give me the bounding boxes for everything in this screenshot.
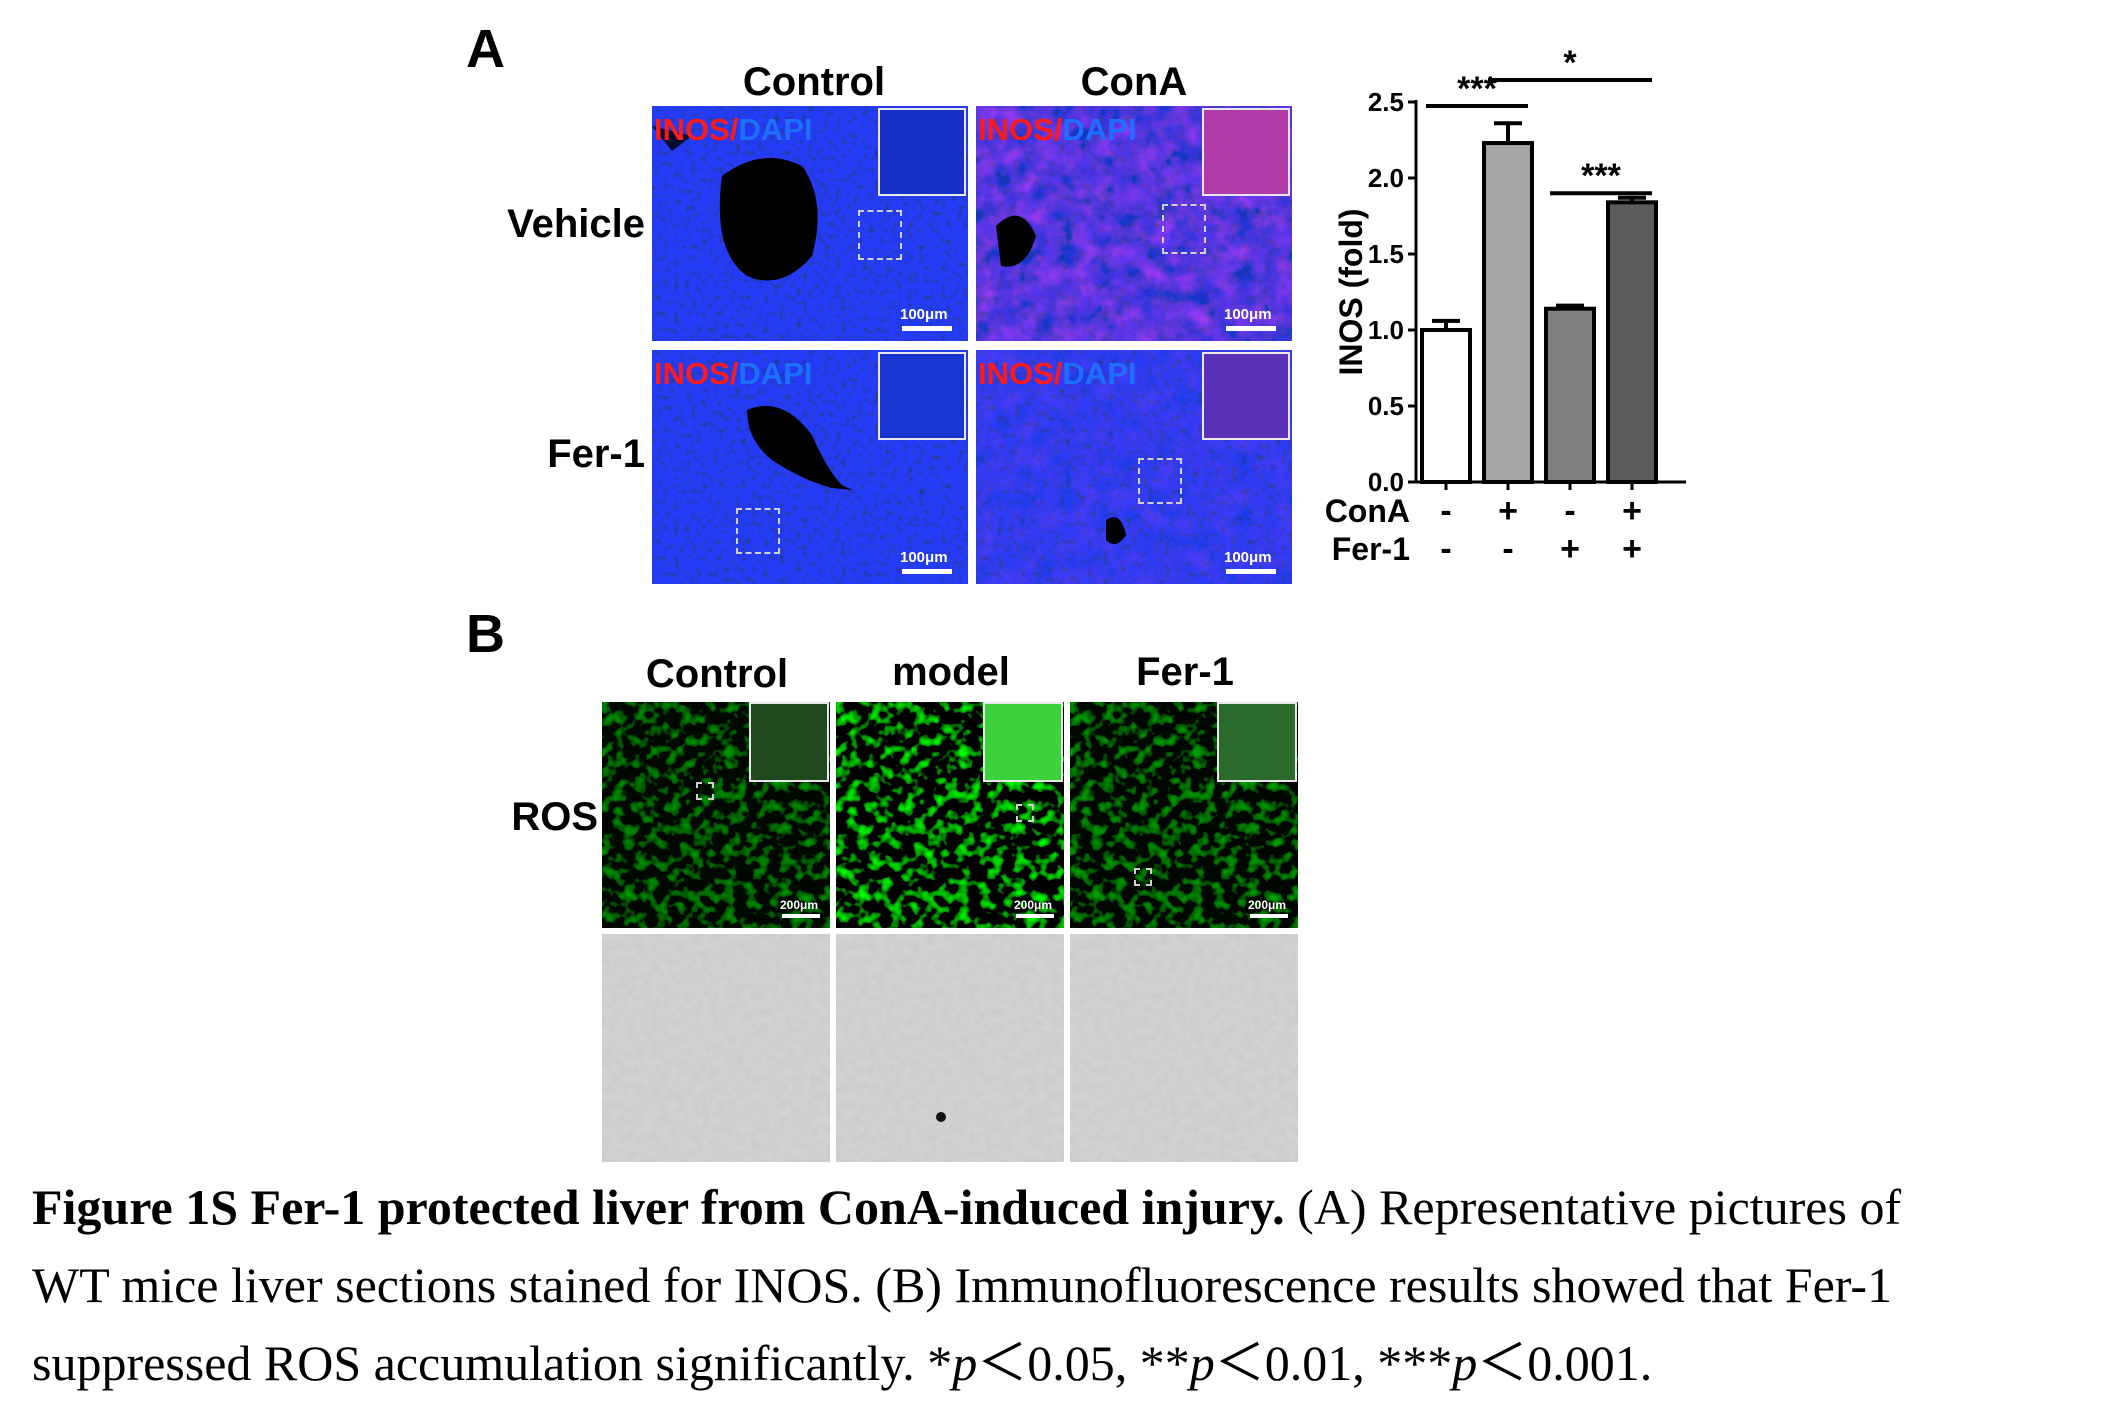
micrograph-b-ros-fer1: 200μm xyxy=(1070,702,1298,928)
y-tick-label: 1.0 xyxy=(1368,315,1404,345)
zoom-region-box xyxy=(1162,204,1206,254)
inset-zoom xyxy=(878,352,966,440)
condition-label: Fer-1 xyxy=(1332,531,1410,567)
panel-a-letter: A xyxy=(466,19,505,79)
condition-sign: - xyxy=(1502,530,1513,568)
panel-a-col-control: Control xyxy=(742,60,886,104)
scale-bar xyxy=(1016,914,1054,918)
inset-zoom xyxy=(1202,108,1290,196)
panel-b-col-model: model xyxy=(892,650,1010,694)
panel-a-row-vehicle: Vehicle xyxy=(507,202,645,246)
inset-zoom xyxy=(1217,702,1297,782)
brightfield-model xyxy=(836,934,1064,1162)
caption-line-2: WT mice liver sections stained for INOS.… xyxy=(32,1257,1893,1313)
micrograph-a-vehicle-control: INOS/DAPI 100μm xyxy=(652,106,968,341)
scale-bar xyxy=(902,326,952,331)
y-tick-label: 0.5 xyxy=(1368,391,1404,421)
condition-sign: - xyxy=(1564,492,1575,530)
condition-sign: + xyxy=(1560,530,1580,568)
condition-sign: + xyxy=(1498,492,1518,530)
scale-label: 100μm xyxy=(1224,549,1272,566)
panel-b-col-fer1: Fer-1 xyxy=(1136,650,1234,694)
stain-label: INOS/DAPI xyxy=(978,112,1137,147)
y-tick-label: 0.0 xyxy=(1368,467,1404,497)
y-tick-label: 2.5 xyxy=(1368,87,1404,117)
inset-zoom xyxy=(749,702,829,782)
caption-line-3: suppressed ROS accumulation significantl… xyxy=(32,1335,1653,1391)
condition-sign: - xyxy=(1440,492,1451,530)
y-tick-label: 1.5 xyxy=(1368,239,1404,269)
zoom-region-box xyxy=(858,210,902,260)
significance-label: *** xyxy=(1581,157,1621,195)
panel-b-row-ros: ROS xyxy=(511,795,598,839)
scale-bar xyxy=(1250,914,1288,918)
panel-b-letter: B xyxy=(466,604,505,664)
micrograph-a-vehicle-cona: INOS/DAPI 100μm xyxy=(976,106,1292,341)
panel-b-col-control: Control xyxy=(645,652,789,696)
zoom-region-box xyxy=(1138,458,1182,504)
scale-bar xyxy=(1226,326,1276,331)
scale-label: 100μm xyxy=(900,549,948,566)
scale-bar xyxy=(1226,569,1276,574)
y-axis-label: INOS (fold) xyxy=(1333,208,1369,375)
scale-label: 100μm xyxy=(1224,306,1272,323)
significance-label: * xyxy=(1563,44,1577,82)
micrograph-a-fer1-control: INOS/DAPI 100μm xyxy=(652,350,968,584)
stain-label: INOS/DAPI xyxy=(654,112,813,147)
micrograph-b-ros-control: 200μm xyxy=(602,702,830,928)
scale-label: 200μm xyxy=(780,898,819,912)
condition-label: ConA xyxy=(1325,493,1410,529)
scale-bar xyxy=(902,569,952,574)
scale-label: 100μm xyxy=(900,306,948,323)
bar xyxy=(1420,328,1472,484)
scale-bar xyxy=(782,914,820,918)
inset-zoom xyxy=(878,108,966,196)
inset-zoom xyxy=(983,702,1063,782)
micrograph-b-ros-model: 200μm xyxy=(836,702,1064,928)
zoom-region-box xyxy=(1134,868,1152,886)
stain-label: INOS/DAPI xyxy=(978,356,1137,391)
panel-a-row-fer1: Fer-1 xyxy=(547,432,645,476)
condition-sign: + xyxy=(1622,530,1642,568)
stain-label: INOS/DAPI xyxy=(654,356,813,391)
caption-title: Figure 1S Fer-1 protected liver from Con… xyxy=(32,1179,1285,1235)
condition-sign: + xyxy=(1622,492,1642,530)
zoom-region-box xyxy=(696,782,714,800)
brightfield-control xyxy=(602,934,830,1162)
brightfield-fer1 xyxy=(1070,934,1298,1162)
condition-sign: - xyxy=(1440,530,1451,568)
bar xyxy=(1606,200,1658,484)
inset-zoom xyxy=(1202,352,1290,440)
micrograph-a-fer1-cona: INOS/DAPI 100μm xyxy=(976,350,1292,584)
figure-caption: Figure 1S Fer-1 protected liver from Con… xyxy=(32,1168,2102,1402)
scale-label: 200μm xyxy=(1248,898,1287,912)
scale-label: 200μm xyxy=(1014,898,1053,912)
caption-line-1: Figure 1S Fer-1 protected liver from Con… xyxy=(32,1179,1902,1235)
significance-label: *** xyxy=(1457,70,1497,108)
zoom-region-box xyxy=(736,508,780,554)
bar xyxy=(1544,306,1596,484)
y-tick-label: 2.0 xyxy=(1368,163,1404,193)
zoom-region-box xyxy=(1016,804,1034,822)
panel-a-col-cona: ConA xyxy=(1080,60,1188,104)
bar xyxy=(1482,141,1534,484)
